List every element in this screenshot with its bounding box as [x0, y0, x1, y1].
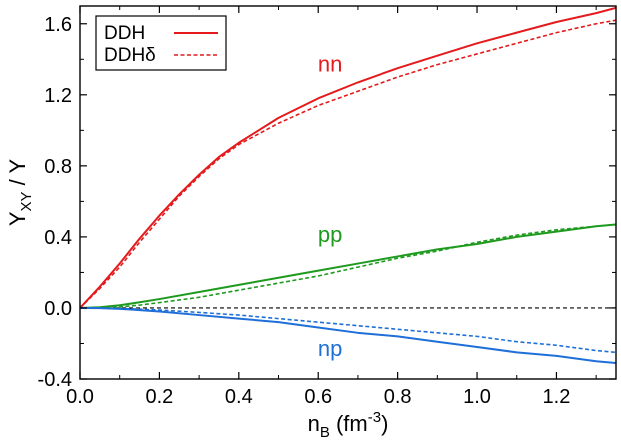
x-axis-label-superscript: -3: [368, 409, 381, 426]
x-axis-label-subscript: B: [320, 424, 330, 441]
series-np-solid-line: [80, 306, 616, 365]
x-axis-label-unit: (fm: [330, 411, 368, 436]
x-tick-label: 0.4: [225, 386, 253, 408]
y-tick-label: 1.6: [44, 14, 72, 36]
legend-entry-label: DDHδ: [104, 45, 156, 66]
y-tick-label: 0.8: [44, 156, 72, 178]
legend-box: [95, 15, 227, 71]
x-axis-label-unit-close: ): [381, 411, 388, 436]
x-tick-label: 0.6: [304, 386, 332, 408]
y-tick-label: 0.4: [44, 227, 72, 249]
series-np-dashed-line: [80, 307, 616, 354]
y-tick-label: -0.4: [38, 369, 72, 391]
x-tick-label: 1.2: [543, 386, 571, 408]
y-axis-label-suffix: / Y: [5, 159, 30, 192]
x-tick-label: 1.0: [463, 386, 491, 408]
x-tick-label: 0.2: [146, 386, 174, 408]
y-axis-label-subscript: XY: [18, 191, 35, 211]
y-axis-label: YXY / Y: [5, 159, 35, 227]
x-tick-label: 0.8: [384, 386, 412, 408]
x-tick-label: 0.0: [66, 386, 94, 408]
x-axis-label-main: n: [308, 411, 320, 436]
y-tick-label: 0.0: [44, 298, 72, 320]
series-annotation-nn: nn: [318, 52, 342, 77]
y-axis-label-main: Y: [5, 211, 30, 226]
y-tick-label: 1.2: [44, 85, 72, 107]
series-nn-dashed-line: [80, 19, 616, 309]
series-annotation-np: np: [318, 336, 342, 361]
series-nn-solid-line: [80, 6, 616, 309]
x-axis-label: nB (fm-3): [308, 409, 389, 441]
legend-entry-label: DDH: [104, 23, 145, 44]
series-group: [80, 6, 616, 365]
plot-frame: [79, 5, 617, 380]
series-annotation-pp: pp: [318, 222, 342, 247]
axis-layer: 0.0 0.2 0.4 0.6 0.8 1.0 1.2-0.40.00.40.81.21.6…: [5, 5, 617, 441]
plot-layer: [80, 6, 616, 365]
series-pp-solid-line: [80, 223, 616, 309]
series-pp-dashed-line: [80, 223, 616, 309]
